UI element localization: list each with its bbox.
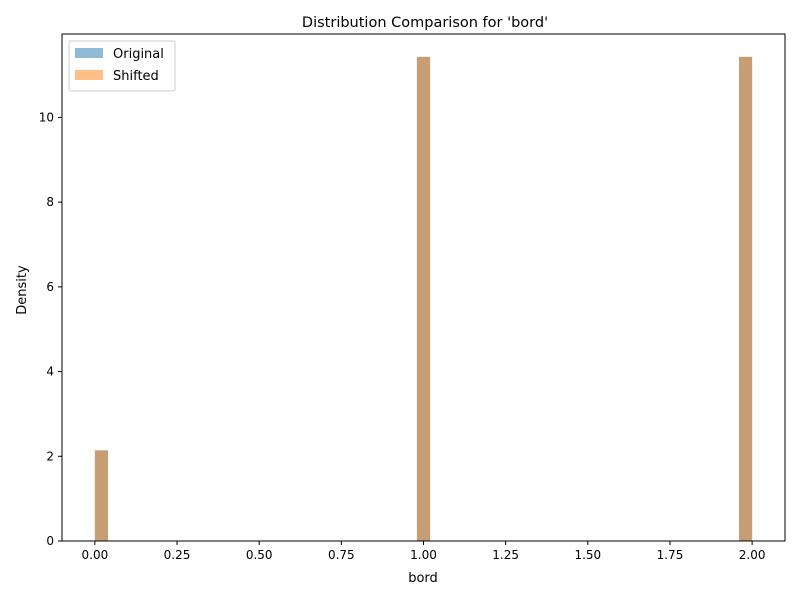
legend-swatch-shifted [75, 70, 103, 80]
y-tick-label-3: 6 [46, 280, 54, 294]
bar-shifted-1 [416, 56, 431, 542]
y-tick-label-0: 0 [46, 534, 54, 548]
x-tick-label-5: 1.25 [492, 548, 519, 562]
legend-label-original: Original [113, 47, 164, 62]
legend: Original Shifted [68, 40, 176, 92]
x-axis-label: bord [408, 571, 438, 586]
x-tick-label-3: 0.75 [328, 548, 355, 562]
y-axis-label: Density [15, 265, 30, 315]
y-axis-ticks: 0 2 4 6 8 10 [39, 110, 62, 548]
x-axis-ticks: 0.00 0.25 0.50 0.75 1.00 1.25 1.50 1.75 2.00 [82, 541, 766, 562]
legend-swatch-original [75, 48, 103, 58]
bars-group [94, 56, 753, 542]
x-tick-label-6: 1.50 [574, 548, 601, 562]
chart-title: Distribution Comparison for 'bord' [302, 15, 548, 31]
x-tick-label-8: 2.00 [739, 548, 766, 562]
bar-shifted-2 [738, 56, 753, 542]
x-tick-label-7: 1.75 [657, 548, 684, 562]
x-tick-label-0: 0.00 [82, 548, 109, 562]
bar-shifted-0 [94, 450, 109, 541]
legend-label-shifted: Shifted [113, 69, 159, 84]
y-tick-label-2: 4 [46, 365, 54, 379]
y-tick-label-5: 10 [39, 110, 54, 124]
x-tick-label-4: 1.00 [410, 548, 437, 562]
y-tick-label-1: 2 [46, 449, 54, 463]
x-tick-label-2: 0.50 [246, 548, 273, 562]
y-tick-label-4: 8 [46, 195, 54, 209]
x-tick-label-1: 0.25 [164, 548, 191, 562]
